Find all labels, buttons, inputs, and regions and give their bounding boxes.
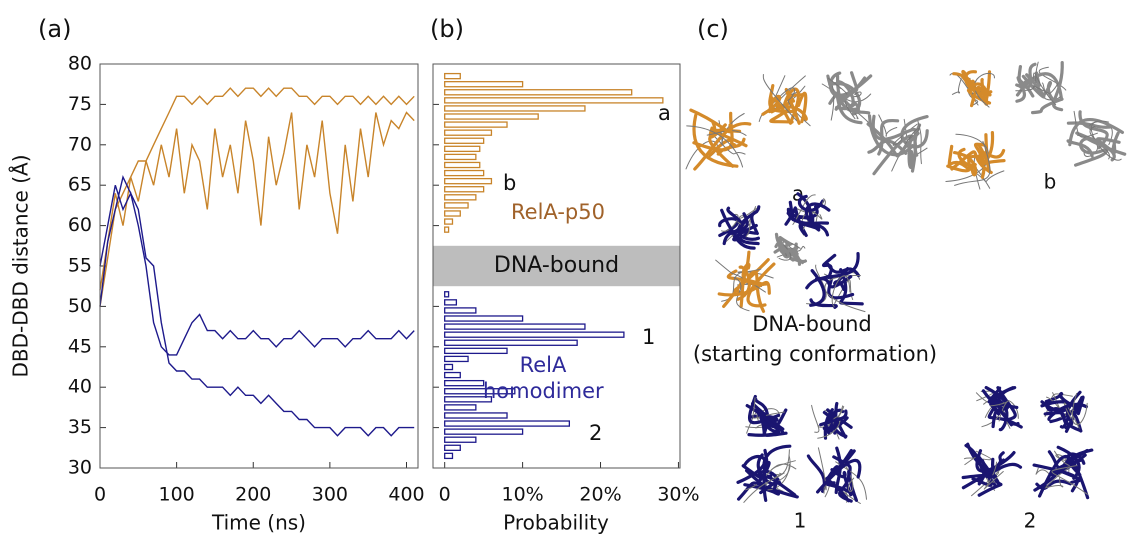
x-tick-label: 200	[235, 484, 271, 506]
band-label: DNA-bound	[494, 253, 619, 278]
histogram-bar	[445, 203, 468, 208]
histogram-bar	[445, 300, 457, 305]
panel-label: (c)	[697, 15, 729, 43]
series-label: RelA homodimer	[483, 352, 603, 404]
histogram-bar	[445, 219, 453, 224]
y-tick-label: 55	[68, 255, 92, 277]
y-tick-label: 30	[68, 457, 92, 479]
protein-ribbon	[952, 79, 961, 95]
y-tick-label: 40	[68, 376, 92, 398]
x-tick-label: 20%	[579, 484, 621, 506]
histogram-bar	[445, 82, 523, 87]
plot-frame	[100, 64, 418, 468]
histogram-bar	[445, 114, 539, 119]
histogram-bar	[445, 413, 507, 418]
panel-label: (b)	[430, 15, 464, 43]
series-label: RelA-p50	[498, 199, 618, 225]
y-tick-label: 70	[68, 133, 92, 155]
x-axis-title: Probability	[503, 511, 609, 535]
line-series	[100, 113, 414, 291]
histogram-bar	[445, 405, 476, 410]
histogram-bar	[445, 146, 480, 151]
histogram-bar	[445, 340, 577, 345]
structure-label: b	[1044, 170, 1057, 194]
histogram-bar	[445, 171, 484, 176]
histogram-bar	[445, 453, 453, 458]
protein-ribbon	[986, 72, 989, 104]
annotation: a	[658, 101, 671, 125]
histogram-bar	[445, 138, 484, 143]
figure: (a) (b) (c) DBD-DBD distance (Å) Time (n…	[0, 0, 1136, 541]
histogram-bar	[445, 421, 570, 426]
histogram-bar	[445, 98, 663, 103]
x-tick-label: 30%	[657, 484, 699, 506]
histogram-bar	[445, 227, 449, 232]
histogram-bar	[445, 437, 476, 442]
histogram-bar	[445, 179, 492, 184]
y-tick-label: 75	[68, 93, 92, 115]
histogram-bar	[445, 316, 523, 321]
histogram-bar	[445, 74, 461, 79]
y-tick-label: 50	[68, 295, 92, 317]
line-series	[100, 177, 414, 436]
histogram-bar	[445, 381, 484, 386]
x-tick-label: 400	[388, 484, 424, 506]
chart: (a) (b) (c) DBD-DBD distance (Å) Time (n…	[0, 0, 1136, 541]
histogram-bar	[445, 429, 523, 434]
histogram-bar	[445, 154, 476, 159]
histogram-bar	[445, 356, 468, 361]
x-tick-label: 0	[439, 484, 451, 506]
histogram-bar	[445, 195, 476, 200]
line-series	[100, 185, 414, 355]
annotation: b	[503, 171, 516, 195]
histogram-bar	[445, 332, 624, 337]
annotation: 1	[642, 325, 655, 349]
y-axis-title: DBD-DBD distance (Å)	[9, 154, 33, 377]
histogram-bar	[445, 106, 585, 111]
y-tick-label: 80	[68, 53, 92, 75]
histogram-bar	[445, 90, 632, 95]
histogram-bar	[445, 187, 484, 192]
histogram-bar	[445, 364, 453, 369]
x-tick-label: 100	[158, 484, 194, 506]
x-tick-label: 0	[94, 484, 106, 506]
histogram-bar	[445, 122, 507, 127]
histogram-bar	[445, 292, 449, 297]
y-tick-label: 35	[68, 416, 92, 438]
histogram-bar	[445, 373, 461, 378]
x-axis-title: Time (ns)	[211, 511, 306, 535]
histogram-bar	[445, 308, 476, 313]
structure-label: DNA-bound	[752, 312, 872, 336]
histogram-bar	[445, 211, 461, 216]
histogram-bar	[445, 445, 461, 450]
structure-label: 1	[794, 509, 807, 533]
annotation: 2	[589, 421, 602, 445]
histogram-bar	[445, 162, 480, 167]
structure-label: (starting conformation)	[693, 342, 937, 366]
protein-ribbon	[812, 405, 819, 432]
histogram-bar	[445, 130, 492, 135]
y-tick-label: 45	[68, 335, 92, 357]
x-tick-label: 10%	[501, 484, 543, 506]
y-tick-label: 65	[68, 174, 92, 196]
y-tick-label: 60	[68, 214, 92, 236]
panel-label: (a)	[38, 15, 71, 43]
histogram-bar	[445, 324, 585, 329]
structure-label: 2	[1024, 509, 1037, 533]
protein-ribbon	[1033, 99, 1062, 113]
x-tick-label: 300	[312, 484, 348, 506]
